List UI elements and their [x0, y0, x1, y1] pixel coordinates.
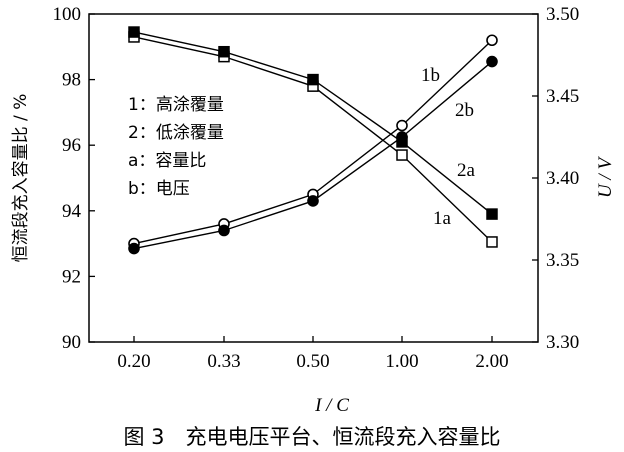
left-tick-label: 92: [62, 266, 81, 287]
left-tick-label: 90: [62, 332, 81, 353]
legend: 1：高涂覆量 2：低涂覆量 a：容量比 b：电压: [128, 95, 224, 199]
data-point-2b: [307, 195, 319, 207]
right-axis-ticks: 3.30 3.35 3.40 3.45 3.50: [532, 4, 579, 353]
right-tick-label: 3.35: [546, 250, 579, 271]
right-tick-label: 3.40: [546, 168, 579, 189]
legend-item-1: 1：高涂覆量: [128, 95, 224, 115]
legend-item-a: a：容量比: [128, 151, 206, 171]
data-point-1b: [396, 119, 408, 132]
data-point-1a: [396, 149, 408, 161]
data-point-2a: [486, 208, 498, 220]
series-layer: [128, 26, 498, 255]
data-point-2b: [486, 55, 498, 68]
left-tick-label: 94: [62, 201, 82, 222]
left-axis-label: 恒流段充入容量比 / %: [11, 94, 31, 263]
curve-label-1a: 1a: [433, 208, 452, 229]
data-point-2a: [128, 26, 140, 38]
x-tick-label: 0.20: [117, 351, 150, 372]
left-tick-label: 98: [62, 70, 81, 91]
left-axis-ticks: 90 92 94 96 98 100: [53, 4, 95, 353]
data-point-2b: [396, 131, 408, 143]
data-point-2a: [307, 73, 319, 86]
curve-label-1b: 1b: [421, 65, 440, 86]
legend-item-2: 2：低涂覆量: [128, 123, 224, 143]
left-tick-label: 100: [53, 4, 82, 25]
x-axis-label: I / C: [314, 395, 349, 416]
left-tick-label: 96: [62, 135, 81, 156]
x-tick-label: 0.33: [207, 351, 240, 372]
data-point-1b: [486, 34, 498, 47]
right-tick-label: 3.50: [546, 4, 579, 25]
curve-label-2b: 2b: [455, 100, 474, 121]
series-2b: [128, 55, 498, 255]
figure-caption: 图 3 充电电压平台、恒流段充入容量比: [123, 425, 500, 449]
data-point-2a: [218, 45, 230, 58]
data-point-2b: [218, 224, 230, 237]
x-axis-ticks: 0.20 0.33 0.50 1.00 2.00: [117, 336, 509, 372]
x-tick-label: 1.00: [385, 351, 418, 372]
data-point-2b: [128, 242, 140, 255]
right-tick-label: 3.45: [546, 86, 579, 107]
data-point-1a: [486, 236, 498, 248]
right-axis-label: U / V: [595, 156, 616, 199]
legend-item-b: b：电压: [128, 179, 190, 199]
right-tick-label: 3.30: [546, 332, 579, 353]
x-tick-label: 2.00: [475, 351, 508, 372]
curve-label-2a: 2a: [457, 160, 476, 181]
x-tick-label: 0.50: [296, 351, 329, 372]
